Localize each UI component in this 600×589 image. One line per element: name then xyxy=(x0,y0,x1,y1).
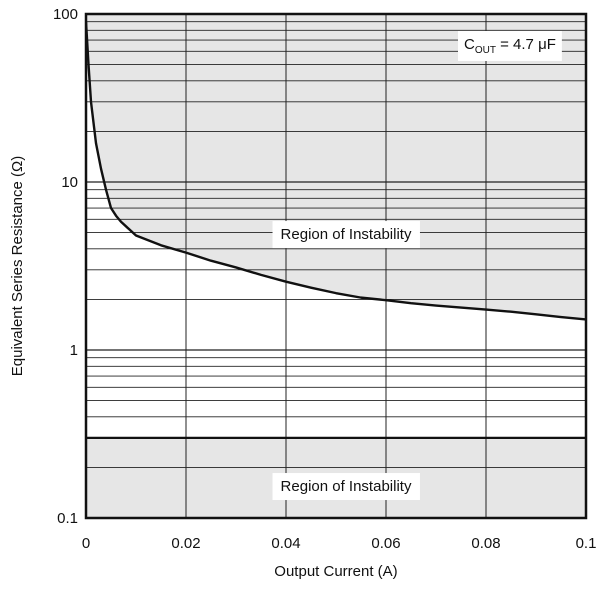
region-label-bg xyxy=(272,473,420,501)
instability-region-shading xyxy=(86,14,586,518)
upper-boundary-curve xyxy=(86,21,586,321)
x-axis-title: Output Current (A) xyxy=(274,563,397,580)
cout-annotation-bg xyxy=(458,31,562,61)
esr-boundary-series xyxy=(86,21,586,439)
tick-labels: 0 0.02 0.04 0.06 0.08 0.1 0.1 1 10 100 xyxy=(53,6,596,552)
y-tick-label: 100 xyxy=(53,6,78,23)
x-tick-label: 0.06 xyxy=(371,535,400,552)
upper-instability-area xyxy=(86,14,586,320)
x-tick-label: 0.08 xyxy=(471,535,500,552)
y-tick-label: 10 xyxy=(61,174,78,191)
region-label-bg xyxy=(272,221,420,249)
x-tick-label: 0.04 xyxy=(271,535,300,552)
region-label-2: Region of Instability xyxy=(272,473,420,501)
y-tick-label: 0.1 xyxy=(57,510,78,527)
y-axis-title: Equivalent Series Resistance (Ω) xyxy=(9,156,26,376)
cout-annotation: COUT = 4.7 μF xyxy=(458,31,562,61)
x-tick-label: 0.1 xyxy=(576,535,597,552)
y-tick-label: 1 xyxy=(70,342,78,359)
cout-annotation-text: COUT = 4.7 μF xyxy=(464,36,556,56)
plot-frame xyxy=(84,12,588,520)
region-labels: Region of Instability Region of Instabili… xyxy=(272,221,420,501)
region-label-text: Region of Instability xyxy=(281,478,412,495)
capacitance-annotation: COUT = 4.7 μF xyxy=(458,31,562,61)
grid-lines xyxy=(86,14,586,518)
region-label-1: Region of Instability xyxy=(272,221,420,249)
x-tick-label: 0.02 xyxy=(171,535,200,552)
region-label-text: Region of Instability xyxy=(281,226,412,243)
x-tick-label: 0 xyxy=(82,535,90,552)
